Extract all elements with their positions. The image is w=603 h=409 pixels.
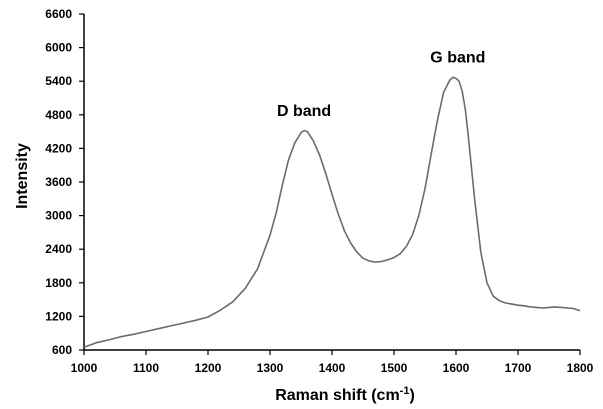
- x-tick-label: 1100: [133, 361, 159, 375]
- x-axis-ticks: 1000 1100 1200 1300 1400 1500 1600 1700 1800: [71, 350, 594, 375]
- x-tick-label: 1500: [381, 361, 408, 375]
- y-tick-label: 5400: [45, 74, 72, 88]
- x-tick-label: 1000: [71, 361, 98, 375]
- x-tick-label: 1600: [443, 361, 470, 375]
- y-tick-label: 1800: [45, 276, 72, 290]
- y-tick-label: 6000: [45, 41, 72, 55]
- annotation-d-band: D band: [277, 103, 331, 120]
- y-tick-label: 1200: [45, 309, 72, 323]
- y-axis-ticks: 600 1200 1800 2400 3000 3600 4200 4800 5400 6000 6…: [45, 7, 84, 357]
- x-tick-label: 1800: [567, 361, 594, 375]
- x-tick-label: 1700: [505, 361, 532, 375]
- spectrum-line: [83, 76, 581, 348]
- y-tick-label: 6600: [45, 7, 72, 21]
- series-group: [83, 76, 581, 348]
- x-tick-label: 1400: [319, 361, 346, 375]
- y-axis-title: Intensity: [14, 143, 31, 209]
- y-tick-label: 2400: [45, 242, 72, 256]
- y-tick-label: 4200: [45, 141, 72, 155]
- annotations: D band G band: [277, 50, 485, 120]
- y-tick-label: 600: [52, 343, 72, 357]
- x-axis-title: Raman shift (cm-1): [275, 385, 415, 404]
- y-tick-label: 4800: [45, 108, 72, 122]
- y-tick-label: 3000: [45, 209, 72, 223]
- annotation-g-band: G band: [430, 50, 485, 67]
- axes: [83, 14, 580, 351]
- x-tick-label: 1200: [195, 361, 222, 375]
- x-tick-label: 1300: [257, 361, 284, 375]
- y-tick-label: 3600: [45, 175, 72, 189]
